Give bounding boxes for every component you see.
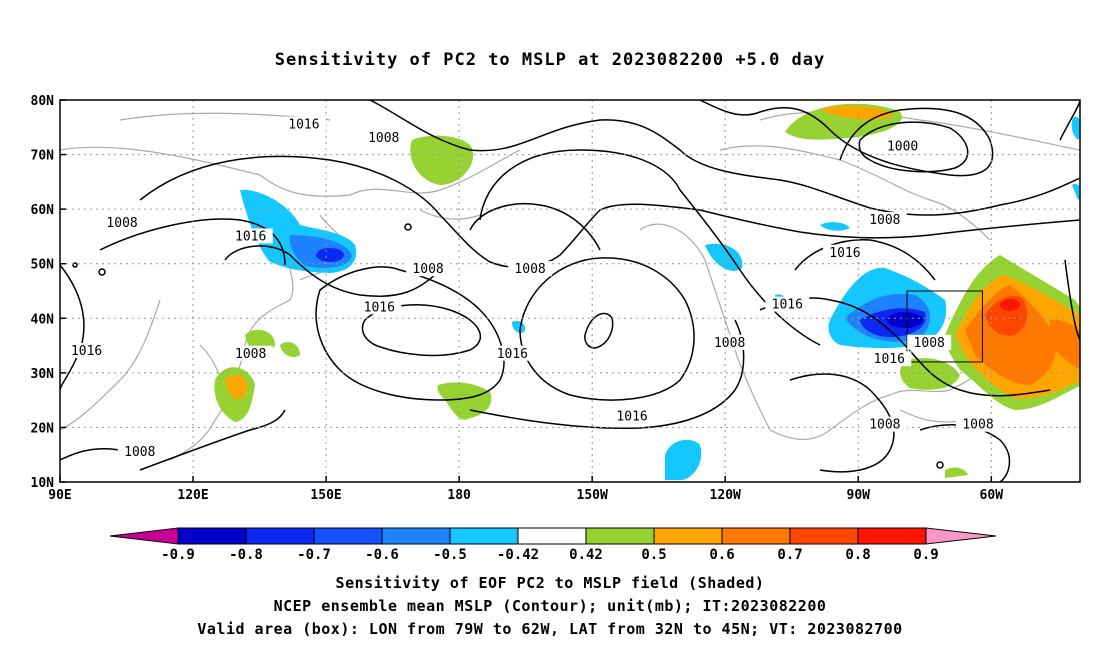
contour-label: 1008 — [412, 262, 443, 277]
contour-label-background — [490, 345, 535, 361]
contour-label-background — [117, 443, 162, 459]
colorbar-swatch — [857, 527, 927, 545]
colorbar-right-tip — [925, 527, 997, 545]
colorbar-swatch — [245, 527, 315, 545]
contour-label: 1016 — [616, 410, 647, 425]
contour-label-background — [862, 416, 907, 432]
colorbar-label: 0.5 — [641, 547, 666, 563]
colorbar-swatch — [585, 527, 655, 545]
contour-label-background — [822, 244, 867, 260]
contour-label: 1016 — [364, 300, 395, 315]
latitude-tick-label: 10N — [31, 476, 55, 491]
contour-label-background — [406, 261, 451, 277]
contour-label-background — [228, 228, 273, 244]
latitude-tick-label: 20N — [31, 421, 55, 436]
contour-label-background — [64, 343, 109, 359]
colorbar-label: 0.7 — [777, 547, 802, 563]
longitude-tick-label: 150E — [310, 488, 341, 503]
contour-label-background — [765, 296, 810, 312]
colorbar-label: -0.9 — [161, 547, 195, 563]
colorbar-left-tip — [109, 527, 179, 545]
map-frame — [59, 99, 1081, 483]
longitude-tick-label: 150W — [577, 488, 608, 503]
contour-label: 1008 — [869, 418, 900, 433]
colorbar-swatch — [381, 527, 451, 545]
colorbar-label: 0.9 — [913, 547, 938, 563]
mslp-contours — [60, 100, 1080, 482]
contour-label: 1016 — [772, 298, 803, 313]
contour-labels: 1016 1008 1000 1008 1016 1008 1016 1008 1008 1016… — [64, 116, 1000, 460]
latitude-tick-label: 70N — [31, 149, 55, 164]
valid-area-box — [906, 290, 983, 363]
contour-label: 1008 — [368, 131, 399, 146]
colorbar-label: -0.8 — [229, 547, 263, 563]
longitude-tick-label: 90W — [847, 488, 871, 503]
colorbar-label: 0.8 — [845, 547, 870, 563]
caption-shading: Sensitivity of EOF PC2 to MSLP field (Sh… — [335, 574, 765, 592]
caption-valid-area: Valid area (box): LON from 79W to 62W, L… — [197, 620, 903, 638]
contour-label-background — [281, 116, 326, 132]
contour-label: 1008 — [235, 347, 266, 362]
colorbar-swatch — [313, 527, 383, 545]
contour-label-background — [508, 261, 553, 277]
sensitivity-shading — [214, 103, 1080, 480]
colorbar-swatch — [517, 527, 587, 545]
longitude-tick-label: 90E — [48, 488, 71, 503]
plot-title: Sensitivity of PC2 to MSLP at 2023082200… — [274, 50, 826, 70]
contour-label-background — [357, 299, 402, 315]
colorbar: -0.9 -0.8 -0.7 -0.6 -0.5 -0.42 0.42 0.5 0.6 0.7 0.… — [109, 527, 997, 563]
contour-label: 1008 — [914, 336, 945, 351]
latitude-tick-label: 30N — [31, 367, 55, 382]
latitude-tick-label: 60N — [31, 203, 55, 218]
colorbar-swatch — [721, 527, 791, 545]
contour-label: 1008 — [124, 445, 155, 460]
contour-label-background — [100, 214, 145, 230]
colorbar-label: 0.6 — [709, 547, 734, 563]
contour-label-background — [867, 351, 912, 367]
contour-label: 1016 — [874, 352, 905, 367]
latitude-tick-label: 80N — [31, 94, 55, 109]
contour-label: 1016 — [71, 344, 102, 359]
contour-label-background — [907, 334, 952, 350]
colorbar-label: -0.5 — [433, 547, 467, 563]
colorbar-swatch — [789, 527, 859, 545]
contour-label-background — [956, 416, 1000, 432]
contour-label: 1008 — [106, 216, 137, 231]
contour-label: 1016 — [497, 347, 528, 362]
colorbar-label: -0.42 — [497, 547, 539, 563]
colorbar-label: -0.7 — [297, 547, 331, 563]
contour-label: 1008 — [962, 418, 993, 433]
contour-label: 1016 — [288, 118, 319, 133]
latitude-tick-label: 50N — [31, 258, 55, 273]
contour-label: 1016 — [235, 229, 266, 244]
colorbar-label: 0.42 — [569, 547, 603, 563]
caption-contour: NCEP ensemble mean MSLP (Contour); unit(… — [273, 597, 827, 615]
colorbar-label: -0.6 — [365, 547, 399, 563]
colorbar-swatch — [653, 527, 723, 545]
longitude-tick-label: 120E — [177, 488, 208, 503]
latitude-tick-label: 40N — [31, 312, 55, 327]
contour-label: 1008 — [869, 213, 900, 228]
longitude-tick-label: 60W — [980, 488, 1004, 503]
longitude-tick-label: 120W — [710, 488, 741, 503]
contour-label-background — [862, 212, 907, 228]
longitude-tick-label: 180 — [447, 488, 471, 503]
contour-label-background — [707, 334, 752, 350]
contour-label: 1000 — [887, 139, 918, 154]
latitude-ticks: 80N 70N 60N 50N 40N 30N 20N 10N — [31, 94, 66, 491]
contour-label: 1008 — [714, 336, 745, 351]
contour-label-background — [361, 130, 406, 146]
contour-label-background — [880, 138, 925, 154]
contour-label: 1016 — [829, 246, 860, 261]
contour-label: 1008 — [514, 262, 545, 277]
colorbar-swatch — [177, 527, 247, 545]
contour-label-background — [610, 408, 655, 424]
colorbar-swatch — [449, 527, 519, 545]
longitude-ticks: 90E 120E 150E 180 150W 120W 90W 60W — [48, 476, 1003, 503]
contour-label-background — [228, 345, 273, 361]
